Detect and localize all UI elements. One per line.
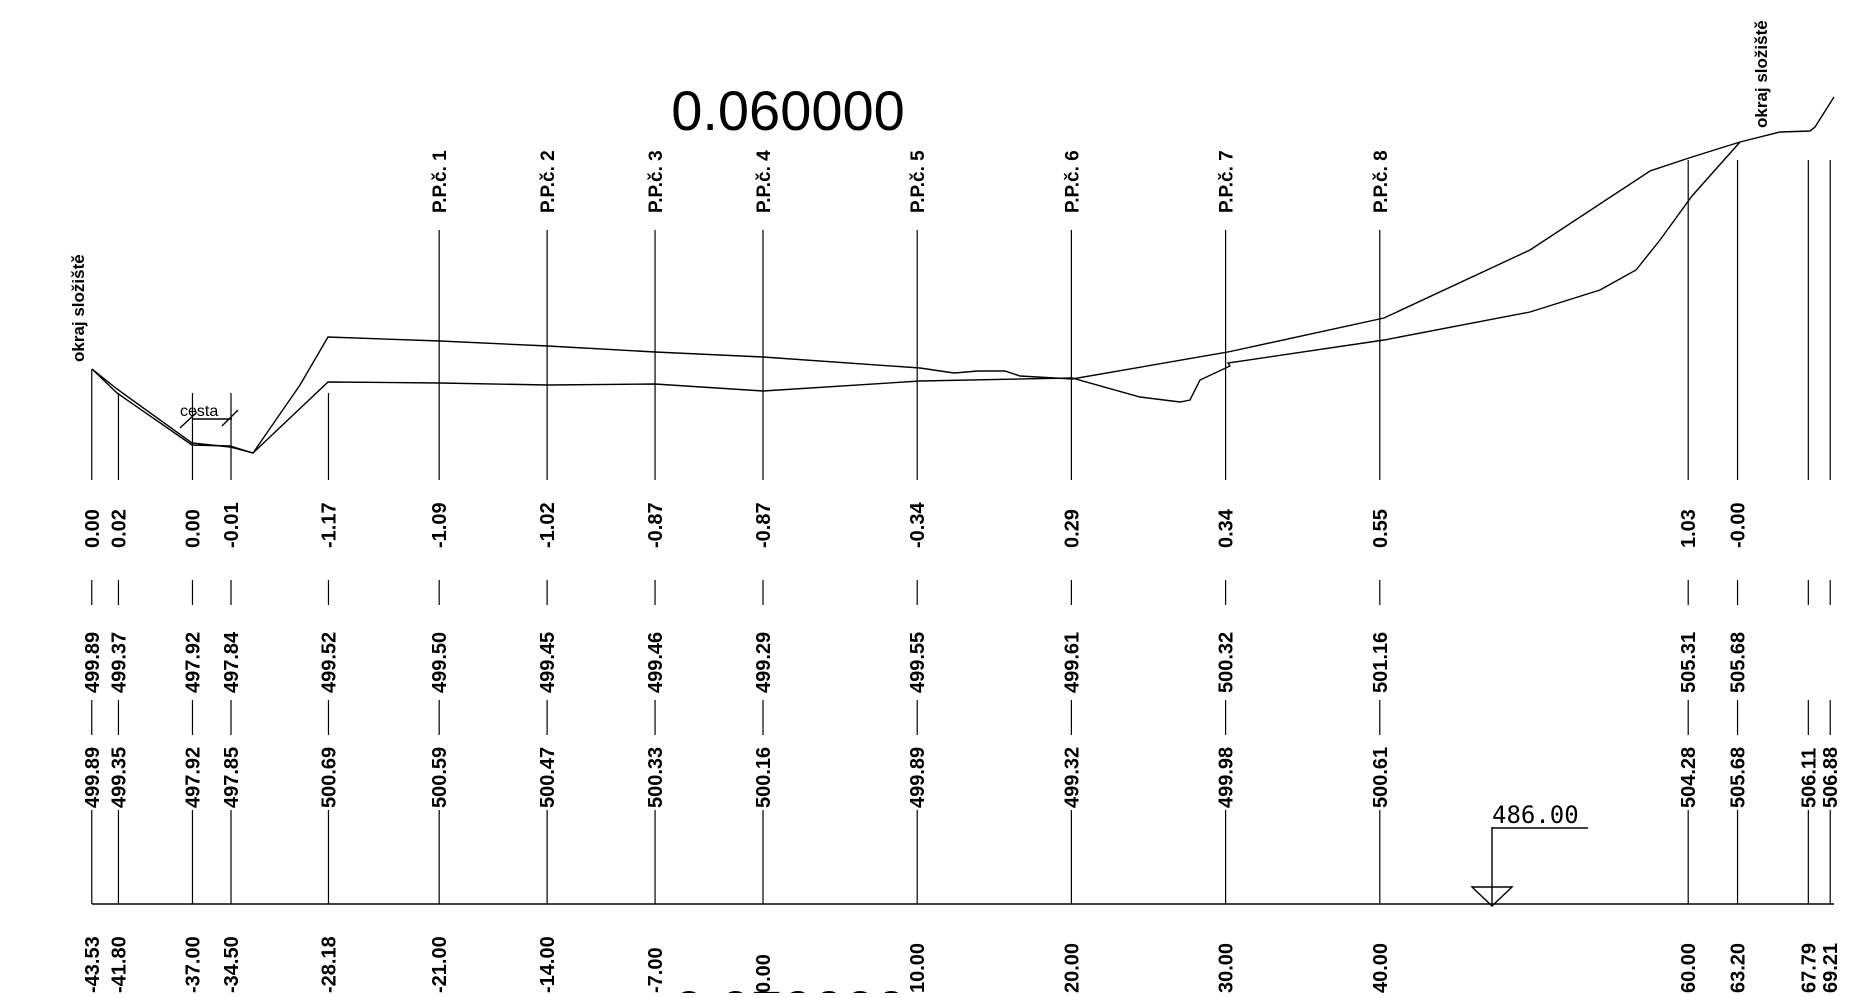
terrain-elevation: 497.92 — [182, 747, 204, 808]
station-value: 60.00 — [1678, 943, 1700, 993]
terrain-elevation: 504.28 — [1678, 747, 1700, 808]
diff-value: 0.55 — [1370, 509, 1392, 548]
scale-bottom-label: 0.070000 — [673, 979, 907, 993]
station-value: 63.20 — [1728, 943, 1750, 993]
terrain-elevation: 499.89 — [907, 747, 929, 808]
terrain-elevation: 499.89 — [82, 747, 104, 808]
design-elevation: 499.50 — [429, 632, 451, 693]
design-line — [91, 141, 1741, 454]
diff-value: 0.00 — [182, 509, 204, 548]
profile-point-label: P.P.č. 4 — [754, 150, 775, 213]
diff-value: -0.34 — [907, 502, 929, 548]
road-tick-left — [179, 411, 198, 429]
diff-value: -0.00 — [1728, 502, 1750, 548]
terrain-elevation: 500.61 — [1370, 747, 1392, 808]
road-label: cesta — [180, 403, 218, 420]
terrain-elevation: 499.98 — [1216, 747, 1238, 808]
design-elevation: 497.84 — [221, 631, 243, 693]
terrain-elevation: 500.47 — [537, 747, 559, 808]
diff-value: 0.29 — [1061, 509, 1083, 548]
station-value: 30.00 — [1216, 943, 1238, 993]
terrain-elevation: 500.33 — [645, 747, 667, 808]
diff-value: -0.87 — [645, 502, 667, 548]
terrain-elevation: 500.16 — [753, 747, 775, 808]
terrain-elevation: 499.35 — [108, 747, 130, 808]
datum-elevation: 486.00 — [1492, 801, 1579, 829]
station-value: -14.00 — [537, 936, 559, 993]
diff-value: -1.09 — [429, 502, 451, 548]
terrain-elevation: 499.32 — [1061, 747, 1083, 808]
road-tick-right — [221, 409, 239, 427]
profile-curves — [91, 96, 1835, 454]
station-value: 20.00 — [1061, 943, 1083, 993]
station-value: -28.18 — [318, 936, 340, 993]
station-value: -21.00 — [429, 936, 451, 993]
profile-point-label: P.P.č. 6 — [1062, 150, 1083, 213]
station-value: 10.00 — [907, 943, 929, 993]
diff-value: 0.00 — [82, 509, 104, 548]
terrain-elevation: 500.69 — [318, 747, 340, 808]
design-elevation: 499.55 — [907, 632, 929, 693]
design-elevation: 499.46 — [645, 632, 667, 693]
terrain-elevation: 506.88 — [1820, 747, 1842, 808]
terrain-elevation: 500.59 — [429, 747, 451, 808]
design-elevation: 500.32 — [1216, 632, 1238, 693]
diff-value: 0.02 — [108, 509, 130, 548]
station-value: -7.00 — [645, 947, 667, 993]
design-elevation: 505.68 — [1728, 632, 1750, 693]
design-elevation: 499.29 — [753, 632, 775, 693]
profile-point-label: P.P.č. 3 — [646, 150, 667, 213]
design-elevation: 501.16 — [1370, 632, 1392, 693]
edge-label-right: okraj složiště — [1752, 20, 1771, 128]
station-value: -37.00 — [182, 936, 204, 993]
station-columns: 0.00 499.89 499.89 -43.53 0.02 499.37 499.35 -4… — [82, 150, 1842, 993]
station-value: 40.00 — [1370, 943, 1392, 993]
profile-point-label: P.P.č. 1 — [430, 150, 451, 213]
station-value: 0.00 — [753, 954, 775, 993]
terrain-elevation: 506.11 — [1798, 748, 1820, 808]
design-elevation: 505.31 — [1678, 632, 1700, 693]
diff-value: -0.87 — [753, 502, 775, 548]
edge-label-left: okraj složiště — [69, 254, 88, 362]
terrain-line — [91, 96, 1835, 454]
diff-value: 0.34 — [1216, 508, 1238, 548]
diff-value: -1.17 — [318, 502, 340, 548]
profile-point-label: P.P.č. 5 — [908, 150, 929, 213]
datum-marker — [1470, 827, 1588, 907]
design-elevation: 497.92 — [182, 632, 204, 693]
design-elevation: 499.45 — [537, 632, 559, 693]
scale-top-label: 0.060000 — [671, 79, 905, 142]
profile-point-label: P.P.č. 8 — [1371, 150, 1392, 213]
profile-point-label: P.P.č. 2 — [538, 150, 559, 213]
diff-value: -0.01 — [221, 502, 243, 548]
design-elevation: 499.52 — [318, 632, 340, 693]
diff-value: -1.02 — [537, 502, 559, 548]
design-elevation: 499.61 — [1061, 632, 1083, 693]
design-elevation: 499.89 — [82, 632, 104, 693]
station-value: -43.53 — [82, 936, 104, 993]
terrain-elevation: 497.85 — [221, 747, 243, 808]
terrain-elevation: 505.68 — [1728, 747, 1750, 808]
diff-value: 1.03 — [1678, 509, 1700, 548]
profile-point-label: P.P.č. 7 — [1217, 150, 1238, 213]
station-value: -34.50 — [221, 936, 243, 993]
design-elevation: 499.37 — [108, 632, 130, 693]
station-value: 67.79 — [1798, 943, 1820, 993]
station-value: 69.21 — [1820, 943, 1842, 993]
station-value: -41.80 — [108, 936, 130, 993]
